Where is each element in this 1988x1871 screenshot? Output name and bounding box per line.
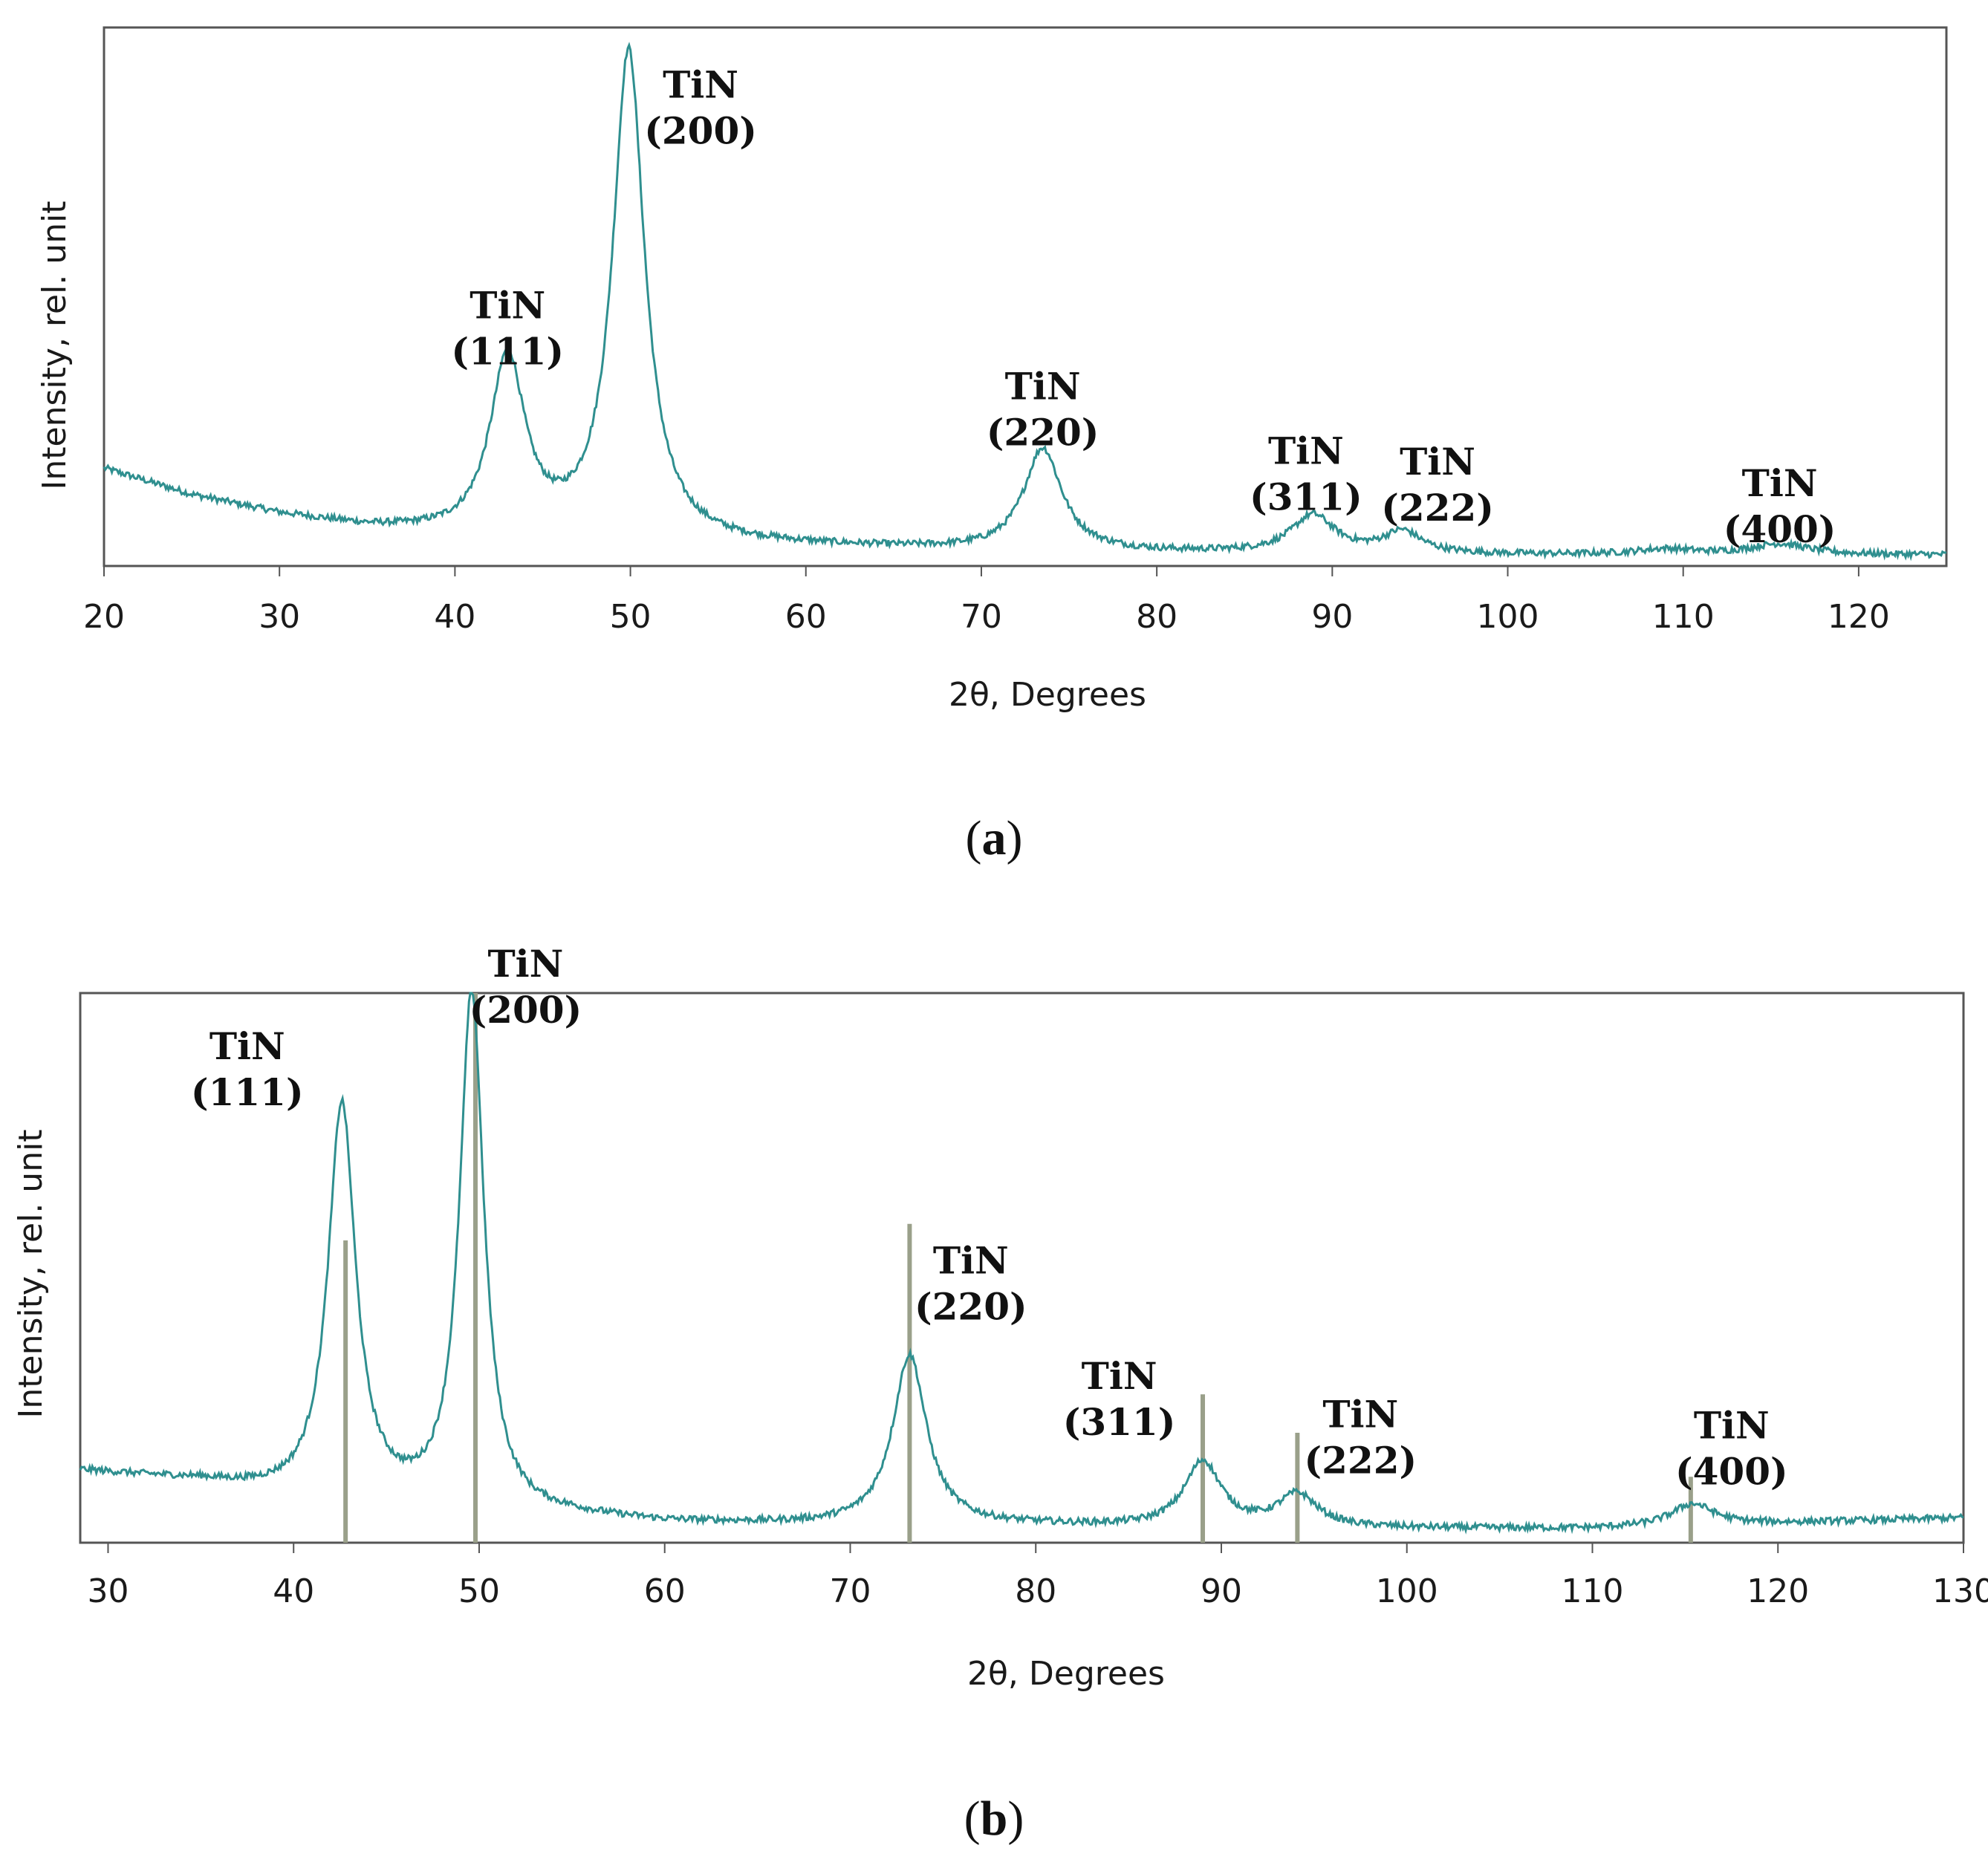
xrd-curve-b: [79, 992, 1964, 1535]
peak-label-name: TiN: [1322, 1393, 1398, 1436]
x-tick-label: 110: [1652, 598, 1715, 636]
x-tick-label: 30: [259, 598, 300, 636]
peak-label-name: TiN: [1082, 1354, 1157, 1398]
peak-label-plane: (222): [1304, 1439, 1417, 1483]
peak-label-name: TiN: [1742, 461, 1818, 505]
x-tick-label: 100: [1376, 1572, 1438, 1610]
x-tick-label: 50: [458, 1572, 500, 1610]
x-tick-label: 50: [610, 598, 652, 636]
plot-frame-b: [79, 992, 1965, 1544]
x-tick-label: 20: [83, 598, 125, 636]
peak-label-plane: (220): [987, 410, 1099, 454]
x-tick-label: 40: [434, 598, 475, 636]
x-tick-label: 70: [829, 1572, 871, 1610]
x-tick-label: 90: [1201, 1572, 1242, 1610]
peak-label-name: TiN: [1005, 364, 1081, 408]
peak-label-name: TiN: [470, 284, 545, 328]
x-tick-label: 30: [87, 1572, 129, 1610]
peak-label-name: TiN: [1694, 1403, 1770, 1447]
x-tick-label: 80: [1136, 598, 1177, 636]
peak-label-plane: (400): [1675, 1449, 1788, 1493]
peak-label-plane: (311): [1250, 475, 1362, 518]
x-axis-label-b: 2θ, Degrees: [967, 1655, 1165, 1693]
caption-a: (a): [966, 811, 1023, 865]
x-tick-label: 70: [961, 598, 1002, 636]
peak-label-name: TiN: [209, 1024, 285, 1068]
x-tick-label: 120: [1747, 1572, 1809, 1610]
peak-label-name: TiN: [1400, 440, 1475, 484]
x-tick-label: 60: [785, 598, 827, 636]
chart-panel-a: 20 30 40 50 60 70 80 90 100 110 120 TiN(111)TiN(20…: [36, 26, 1948, 865]
y-axis-label-a: Intensity, rel. unit: [36, 201, 74, 489]
x-tick-label: 120: [1828, 598, 1890, 636]
caption-b: (b): [964, 1792, 1024, 1846]
peak-label-plane: (111): [191, 1070, 304, 1114]
x-tick-label: 100: [1477, 598, 1539, 636]
x-tick-label: 60: [644, 1572, 686, 1610]
peak-label-plane: (400): [1724, 507, 1836, 551]
x-tick-label: 130: [1932, 1572, 1988, 1610]
peak-label-plane: (111): [451, 330, 564, 374]
x-tick-label: 90: [1311, 598, 1353, 636]
peak-label-plane: (311): [1063, 1400, 1176, 1444]
peak-label-name: TiN: [1268, 429, 1344, 472]
peak-label-plane: (200): [644, 108, 757, 152]
peak-label-plane: (200): [470, 988, 582, 1032]
y-axis-label-b: Intensity, rel. unit: [12, 1129, 50, 1418]
chart-panel-b: 30 40 50 60 70 80 90 100 110 120 130 TiN(111)TiN(2…: [12, 942, 1988, 1846]
peak-label-name: TiN: [487, 942, 563, 986]
plot-frame-a: [103, 26, 1948, 567]
xrd-curve-a: [103, 42, 1947, 562]
x-tick-label: 40: [273, 1572, 314, 1610]
peak-label-name: TiN: [933, 1238, 1009, 1282]
x-axis-label-a: 2θ, Degrees: [949, 676, 1146, 714]
peak-label-plane: (222): [1381, 486, 1494, 530]
x-tick-label: 80: [1015, 1572, 1056, 1610]
x-tick-label: 110: [1562, 1572, 1624, 1610]
peak-label-plane: (220): [915, 1284, 1027, 1328]
peak-label-name: TiN: [663, 62, 738, 106]
